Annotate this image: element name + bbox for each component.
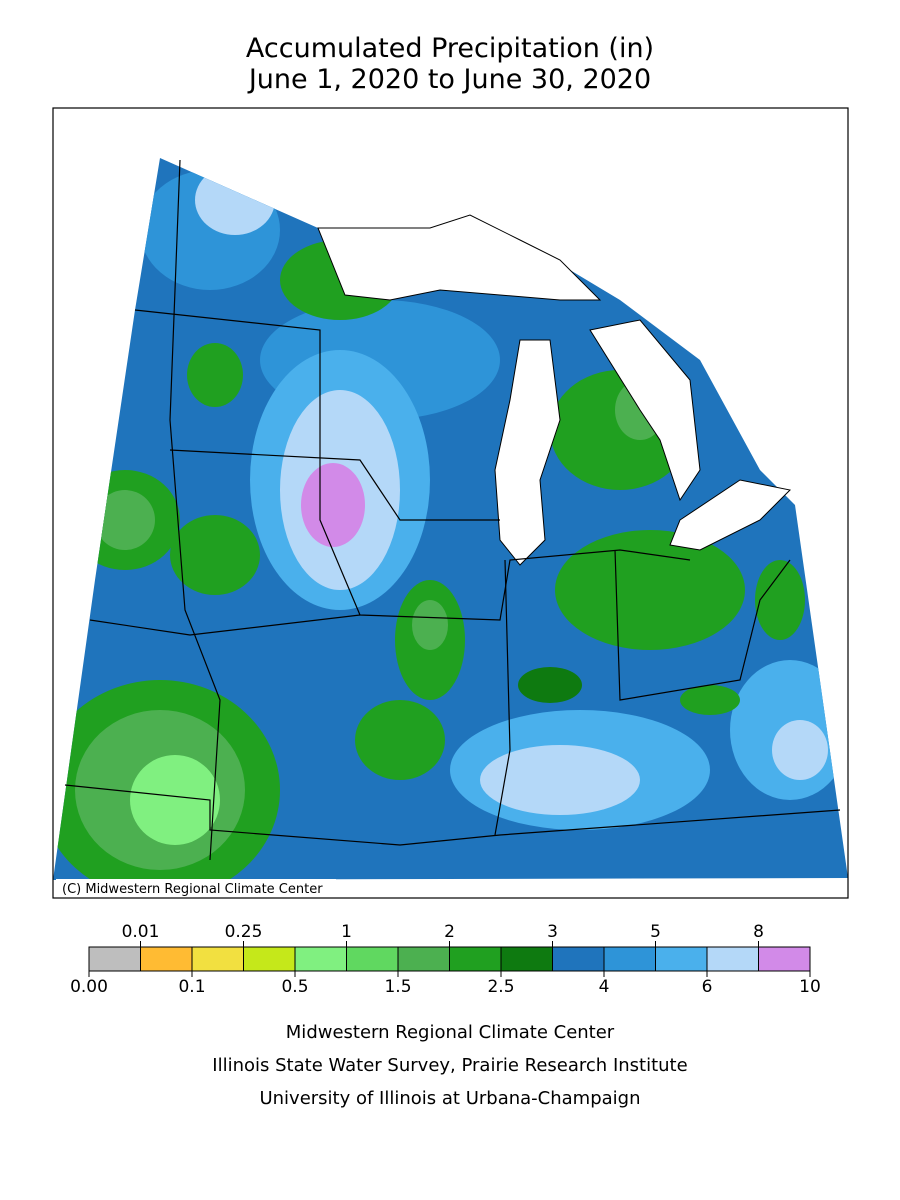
footer-line: University of Illinois at Urbana-Champai… bbox=[259, 1088, 640, 1109]
legend-swatch bbox=[140, 946, 193, 972]
legend-swatch bbox=[449, 946, 502, 972]
footer-line: Midwestern Regional Climate Center bbox=[286, 1022, 615, 1043]
legend-label: 0.00 bbox=[70, 977, 108, 997]
legend-swatch bbox=[603, 946, 656, 972]
legend-swatch bbox=[191, 946, 244, 972]
legend-label: 0.25 bbox=[225, 922, 263, 942]
legend-swatch bbox=[758, 946, 811, 972]
legend-label: 0.01 bbox=[122, 922, 160, 942]
legend-label: 1 bbox=[341, 922, 352, 942]
legend-label: 2 bbox=[444, 922, 455, 942]
footer-line: Illinois State Water Survey, Prairie Res… bbox=[212, 1055, 687, 1076]
legend-label: 0.5 bbox=[281, 977, 308, 997]
legend-swatch bbox=[88, 946, 141, 972]
map: (C) Midwestern Regional Climate Center bbox=[52, 107, 849, 899]
legend-swatch bbox=[243, 946, 296, 972]
title-line: Accumulated Precipitation (in) bbox=[246, 33, 654, 64]
legend-label: 0.1 bbox=[178, 977, 205, 997]
legend-swatch bbox=[346, 946, 399, 972]
legend-label: 8 bbox=[753, 922, 764, 942]
legend-label: 3 bbox=[547, 922, 558, 942]
legend: 0.00 0.01 0.1 0.25 0.5 1 1.5 2 2.5 3 4 5 6 8 10 bbox=[70, 922, 821, 997]
legend-label: 6 bbox=[702, 977, 713, 997]
legend-swatch bbox=[552, 946, 605, 972]
legend-swatch bbox=[655, 946, 708, 972]
legend-label: 5 bbox=[650, 922, 661, 942]
title-line: June 1, 2020 to June 30, 2020 bbox=[247, 64, 651, 95]
copyright: (C) Midwestern Regional Climate Center bbox=[62, 882, 323, 897]
legend-swatch bbox=[294, 946, 347, 972]
legend-label: 10 bbox=[799, 977, 821, 997]
legend-swatch bbox=[397, 946, 450, 972]
legend-swatch bbox=[500, 946, 553, 972]
legend-label: 1.5 bbox=[384, 977, 411, 997]
legend-label: 2.5 bbox=[487, 977, 514, 997]
legend-swatch bbox=[706, 946, 759, 972]
legend-label: 4 bbox=[599, 977, 610, 997]
